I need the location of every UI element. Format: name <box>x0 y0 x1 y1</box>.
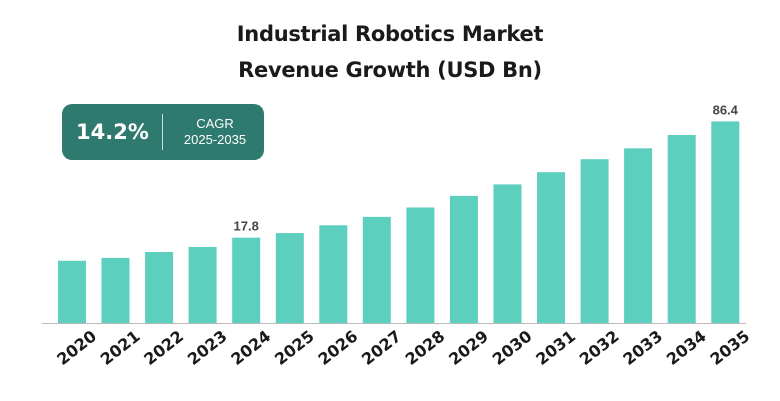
cagr-label-period: 2025-2035 <box>183 132 247 147</box>
x-tick-label: 2024 <box>227 326 274 368</box>
bar-2026 <box>319 225 348 323</box>
x-tick-label: 2030 <box>489 326 536 368</box>
x-tick-label: 2034 <box>663 326 710 368</box>
bars <box>58 121 740 324</box>
bar-2025 <box>275 233 304 323</box>
x-tick-label: 2033 <box>619 326 666 368</box>
bar-2021 <box>101 257 130 323</box>
bar-2031 <box>537 172 565 323</box>
x-tick-label: 2027 <box>358 326 405 368</box>
bar-2023 <box>188 247 217 323</box>
bar-2024 <box>232 237 261 323</box>
bar-2027 <box>362 216 391 323</box>
cagr-divider <box>162 114 163 150</box>
bar-2035 <box>711 121 740 324</box>
data-label: 17.8 <box>234 219 259 234</box>
cagr-badge: 14.2% CAGR 2025-2035 <box>62 104 264 160</box>
bar-2030 <box>493 184 522 323</box>
x-tick-label: 2031 <box>532 326 579 368</box>
bar-2020 <box>58 260 86 323</box>
x-tick-label: 2023 <box>184 326 231 368</box>
bar-2029 <box>449 195 478 323</box>
bar-2032 <box>580 159 609 323</box>
chart-title-line1: Industrial Robotics Market <box>236 22 544 46</box>
chart-title-line2: Revenue Growth (USD Bn) <box>238 58 542 82</box>
x-tick-label: 2032 <box>576 326 623 368</box>
cagr-label: CAGR 2025-2035 <box>172 116 258 148</box>
bar-2034 <box>667 135 696 323</box>
bar-2022 <box>145 252 174 323</box>
data-label: 86.4 <box>713 102 739 117</box>
x-tick-label: 2021 <box>97 326 144 368</box>
x-tick-label: 2029 <box>445 326 492 368</box>
x-tick-label: 2025 <box>271 326 318 368</box>
x-tick-label: 2020 <box>53 326 100 368</box>
x-tick-label: 2026 <box>315 326 362 368</box>
cagr-value: 14.2% <box>76 120 149 144</box>
x-tick-label: 2035 <box>706 326 753 368</box>
bar-2033 <box>624 148 653 323</box>
cagr-label-title: CAGR <box>196 116 234 131</box>
x-tick-label: 2028 <box>402 326 449 368</box>
x-tick-label: 2022 <box>140 326 187 368</box>
bar-2028 <box>406 207 435 323</box>
